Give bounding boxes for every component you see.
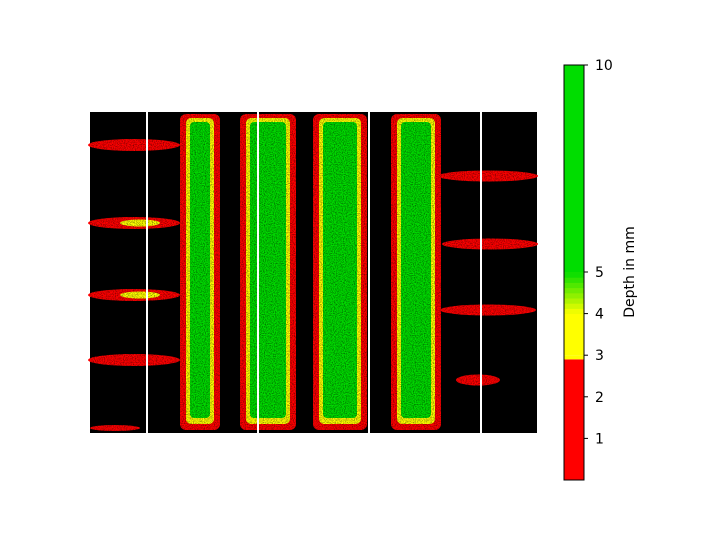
colorbar-tick-label: 4 xyxy=(595,307,604,323)
colorbar-tick-label: 3 xyxy=(595,348,604,364)
colorbar-gradient-step xyxy=(564,308,584,315)
colorbar-segment xyxy=(564,359,584,480)
colorbar-tick-label: 5 xyxy=(595,265,604,281)
colorbar-gradient-step xyxy=(564,282,584,289)
colorbar-gradient-step xyxy=(564,303,584,309)
colorbar-gradient-step xyxy=(564,298,584,304)
colorbar-gradient-step xyxy=(564,277,584,283)
colorbar-tick-label: 1 xyxy=(595,431,604,447)
colorbar-gradient-step xyxy=(564,287,584,294)
colorbar-gradient-step xyxy=(564,272,584,278)
colorbar-label: Depth in mm xyxy=(622,226,638,318)
colorbar-gradient-step xyxy=(564,292,584,299)
colorbar-tick-label: 2 xyxy=(595,390,604,406)
colorbar-segment xyxy=(564,65,584,272)
colorbar-segment xyxy=(564,355,584,360)
colorbar-segment xyxy=(564,313,584,356)
depth-map-image xyxy=(88,112,538,433)
colorbar: 1 2 3 4 5 10 Depth in mm xyxy=(563,58,638,481)
colorbar-tick-label: 10 xyxy=(595,58,613,74)
speckle-overlay xyxy=(90,112,537,433)
